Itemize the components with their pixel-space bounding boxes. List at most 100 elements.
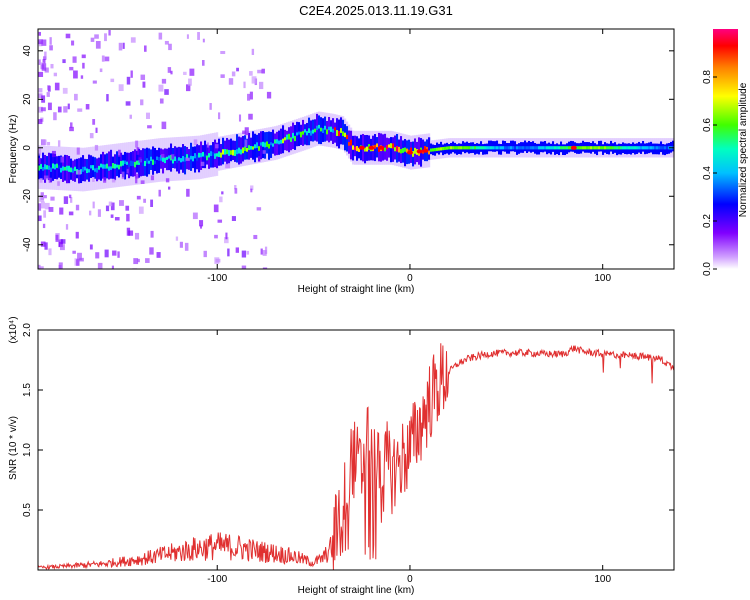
heat-cell [586,146,589,150]
heat-cell [132,161,135,167]
heat-cell [248,145,251,151]
heat-cell [256,207,262,211]
heat-cell [53,72,58,77]
heat-cell [210,151,213,157]
heat-cell [420,147,423,151]
heat-cell [138,206,144,214]
heat-cell [376,137,379,158]
heat-cell [94,168,97,172]
heat-cell [490,140,493,152]
heat-cell [260,248,263,255]
heat-cell [126,213,130,222]
heat-cell [316,125,319,131]
heat-cell [466,146,469,150]
heat-cell [262,141,265,147]
heat-cell [110,78,115,83]
heat-cell [75,204,80,211]
heat-cell [38,165,41,171]
heat-cell [133,258,139,265]
heat-cell [69,66,74,71]
heat-cell [430,148,433,152]
heat-cell [324,125,327,130]
heat-cell [95,252,100,259]
heat-cell [38,148,42,156]
heat-cell [165,178,170,183]
y-tick-label: 40 [22,45,33,57]
heat-cell [210,145,213,168]
heat-cell [630,146,633,150]
heat-cell [244,139,248,148]
heat-cell [110,149,113,179]
heat-cell [440,147,443,151]
heat-cell [51,150,56,158]
heat-cell [92,165,95,171]
heat-cell [44,202,50,210]
heat-cell [61,239,66,244]
heat-cell [138,157,142,163]
x-tick-label: 100 [594,574,611,585]
heat-cell [594,146,597,150]
heat-cell [344,124,347,151]
heat-cell [238,114,242,122]
heat-hotspot [406,150,413,155]
heat-cell [534,146,537,150]
heat-cell [410,147,413,154]
heat-cell [142,148,145,176]
x-tick-label: 0 [407,273,413,284]
heat-cell [564,146,567,150]
heat-cell [128,163,131,168]
heat-cell [236,149,239,155]
heat-cell [168,147,171,171]
heat-cell [548,146,551,150]
heat-cell [486,146,489,150]
heat-cell [106,94,109,102]
heat-cell [70,167,73,173]
heat-cell [488,146,491,150]
heat-cell [198,145,201,173]
heat-cell [578,146,581,150]
heat-cell [296,132,299,136]
heat-cell [402,148,405,153]
heat-hotspot [358,145,365,150]
heat-cell [200,225,203,229]
heat-cell [398,146,401,153]
snr-line [38,343,674,570]
heat-cell [89,133,94,139]
heat-cell [44,67,49,73]
heat-cell [240,149,243,155]
heat-cell [38,39,43,45]
heat-cell [446,146,449,150]
heat-cell [82,166,85,172]
heat-cell [286,130,289,151]
heat-cell [192,156,195,162]
heat-cell [556,146,559,150]
heat-cell [149,247,154,255]
heat-cell [278,140,281,145]
heat-cell [76,169,82,175]
heat-cell [440,141,443,153]
heat-cell [230,150,233,155]
heat-cell [652,146,655,150]
heat-cell [512,140,515,152]
heat-cell [412,151,415,157]
heat-cell [366,146,369,152]
heat-cell [482,146,485,150]
heat-cell [494,146,497,150]
heat-cell [334,122,337,143]
heat-cell [46,165,49,170]
heat-cell [470,146,473,150]
heat-cell [63,106,68,113]
heat-cell [284,137,287,141]
heat-cell [364,147,367,152]
heat-cell [206,142,209,148]
heat-cell [516,146,519,150]
heat-cell [490,146,493,150]
heat-cell [138,160,141,165]
heat-cell [215,144,219,149]
heat-cell [338,130,341,137]
heat-cell [156,156,159,160]
heat-cell [59,244,65,251]
heat-cell [108,29,111,36]
snr-y-label: SNR (10 * v/v) [8,416,19,480]
heat-cell [162,156,165,162]
